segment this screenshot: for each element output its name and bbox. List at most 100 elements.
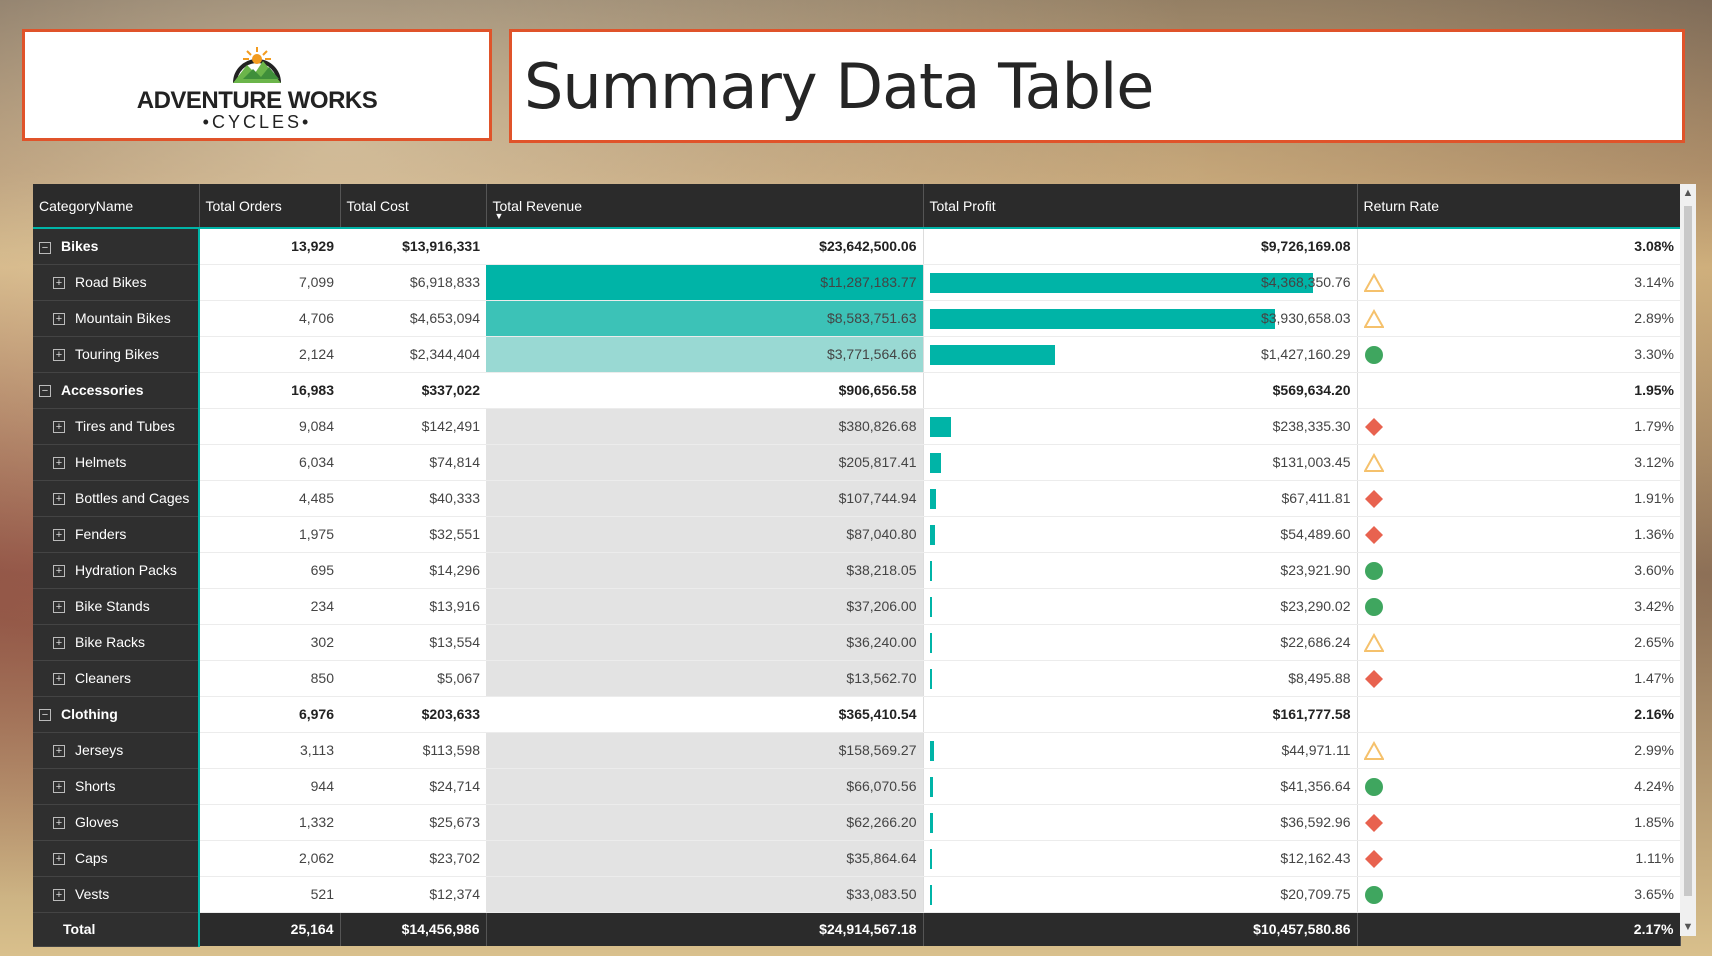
good-circle-icon	[1364, 345, 1383, 364]
category-name: Mountain Bikes	[75, 310, 171, 326]
profit-cell: $238,335.30	[923, 408, 1358, 445]
revenue-value: $107,744.94	[838, 490, 917, 506]
category-cell: + Gloves	[33, 804, 200, 841]
table-row: + Shorts 944 $24,714 $66,070.56 $41,356.64 4.2…	[33, 768, 1680, 805]
cost-cell: $14,296	[340, 552, 486, 589]
sort-descending-icon[interactable]: ▼	[494, 211, 504, 221]
cost-cell: $74,814	[340, 444, 486, 481]
category-name: Vests	[75, 886, 110, 902]
profit-cell: $36,592.96	[923, 804, 1358, 841]
return-rate-cell: 1.36%	[1357, 516, 1680, 553]
profit-databar	[929, 452, 941, 473]
collapse-icon[interactable]: −	[39, 709, 51, 722]
revenue-shading	[486, 552, 922, 587]
expand-icon[interactable]: +	[53, 313, 65, 326]
return-rate-value: 1.95%	[1634, 382, 1674, 398]
column-header-return-rate[interactable]: Return Rate	[1357, 184, 1681, 229]
profit-cell: $67,411.81	[923, 480, 1358, 517]
category-name: Helmets	[75, 454, 127, 470]
revenue-cell: $11,287,183.77	[486, 264, 924, 301]
column-header-category[interactable]: CategoryName	[33, 184, 200, 229]
collapse-icon[interactable]: −	[39, 241, 51, 254]
table-row: + Caps 2,062 $23,702 $35,864.64 $12,162.43 1.1…	[33, 840, 1680, 877]
expand-icon[interactable]: +	[53, 457, 65, 470]
total-revenue: $24,914,567.18	[486, 912, 924, 946]
cost-cell: $113,598	[340, 732, 486, 769]
profit-cell: $9,726,169.08	[923, 228, 1358, 265]
expand-icon[interactable]: +	[53, 601, 65, 614]
profit-value: $8,495.88	[1288, 670, 1351, 686]
revenue-value: $205,817.41	[838, 454, 917, 470]
profit-cell: $54,489.60	[923, 516, 1358, 553]
revenue-value: $36,240.00	[846, 634, 917, 650]
profit-cell: $3,930,658.03	[923, 300, 1358, 337]
cost-cell: $25,673	[340, 804, 486, 841]
scroll-thumb[interactable]	[1684, 206, 1692, 896]
table-row: + Helmets 6,034 $74,814 $205,817.41 $131,003.…	[33, 444, 1680, 481]
profit-value: $238,335.30	[1272, 418, 1351, 434]
column-header-orders[interactable]: Total Orders	[199, 184, 341, 229]
revenue-value: $380,826.68	[838, 418, 917, 434]
scroll-up-icon[interactable]: ▲	[1682, 187, 1694, 199]
expand-icon[interactable]: +	[53, 853, 65, 866]
expand-icon[interactable]: +	[53, 637, 65, 650]
category-cell: + Cleaners	[33, 660, 200, 697]
return-rate-value: 3.42%	[1634, 598, 1674, 614]
revenue-shading	[486, 660, 922, 695]
profit-cell: $569,634.20	[923, 372, 1358, 409]
expand-icon[interactable]: +	[53, 565, 65, 578]
revenue-shading	[486, 624, 922, 659]
cost-cell: $13,554	[340, 624, 486, 661]
expand-icon[interactable]: +	[53, 745, 65, 758]
warning-triangle-icon	[1363, 632, 1384, 652]
orders-cell: 1,332	[199, 804, 340, 841]
revenue-value: $11,287,183.77	[820, 274, 917, 290]
expand-icon[interactable]: +	[53, 349, 65, 362]
profit-cell: $1,427,160.29	[923, 336, 1358, 373]
revenue-shading	[486, 840, 922, 875]
cost-cell: $337,022	[340, 372, 486, 409]
revenue-cell: $13,562.70	[486, 660, 924, 697]
scroll-down-icon[interactable]: ▼	[1682, 921, 1694, 933]
expand-icon[interactable]: +	[53, 817, 65, 830]
expand-icon[interactable]: +	[53, 529, 65, 542]
profit-databar	[929, 848, 932, 869]
expand-icon[interactable]: +	[53, 673, 65, 686]
expand-icon[interactable]: +	[53, 277, 65, 290]
vertical-scrollbar[interactable]: ▲ ▼	[1680, 184, 1696, 936]
cost-cell: $24,714	[340, 768, 486, 805]
revenue-shading	[486, 804, 922, 839]
group-row: − Clothing 6,976 $203,633 $365,410.54 $161,77…	[33, 696, 1680, 733]
expand-icon[interactable]: +	[53, 421, 65, 434]
expand-icon[interactable]: +	[53, 781, 65, 794]
profit-databar	[929, 272, 1313, 293]
return-rate-cell: 1.79%	[1357, 408, 1680, 445]
expand-icon[interactable]: +	[53, 493, 65, 506]
table-row: + Mountain Bikes 4,706 $4,653,094 $8,583,751…	[33, 300, 1680, 337]
revenue-value: $62,266.20	[846, 814, 917, 830]
page-title: Summary Data Table	[524, 49, 1154, 123]
warning-triangle-icon	[1363, 452, 1384, 472]
cost-cell: $23,702	[340, 840, 486, 877]
bad-diamond-icon	[1364, 417, 1383, 436]
column-header-cost[interactable]: Total Cost	[340, 184, 487, 229]
revenue-value: $906,656.58	[838, 382, 917, 398]
collapse-icon[interactable]: −	[39, 385, 51, 398]
revenue-cell: $158,569.27	[486, 732, 924, 769]
category-cell: − Clothing	[33, 696, 200, 733]
category-name: Shorts	[75, 778, 116, 794]
return-rate-cell: 3.14%	[1357, 264, 1680, 301]
expand-icon[interactable]: +	[53, 889, 65, 902]
logo-card: ADVENTURE WORKS •CYCLES•	[22, 29, 492, 141]
warning-triangle-icon	[1363, 308, 1384, 328]
cost-cell: $13,916	[340, 588, 486, 625]
title-card: Summary Data Table	[509, 29, 1685, 143]
column-header-revenue[interactable]: Total Revenue ▼	[486, 184, 924, 229]
return-rate-cell: 2.65%	[1357, 624, 1680, 661]
return-rate-cell: 1.47%	[1357, 660, 1680, 697]
orders-cell: 850	[199, 660, 340, 697]
return-rate-cell: 1.95%	[1357, 372, 1680, 409]
table-row: + Touring Bikes 2,124 $2,344,404 $3,771,564.…	[33, 336, 1680, 373]
column-header-profit[interactable]: Total Profit	[923, 184, 1358, 229]
category-cell: + Road Bikes	[33, 264, 200, 301]
